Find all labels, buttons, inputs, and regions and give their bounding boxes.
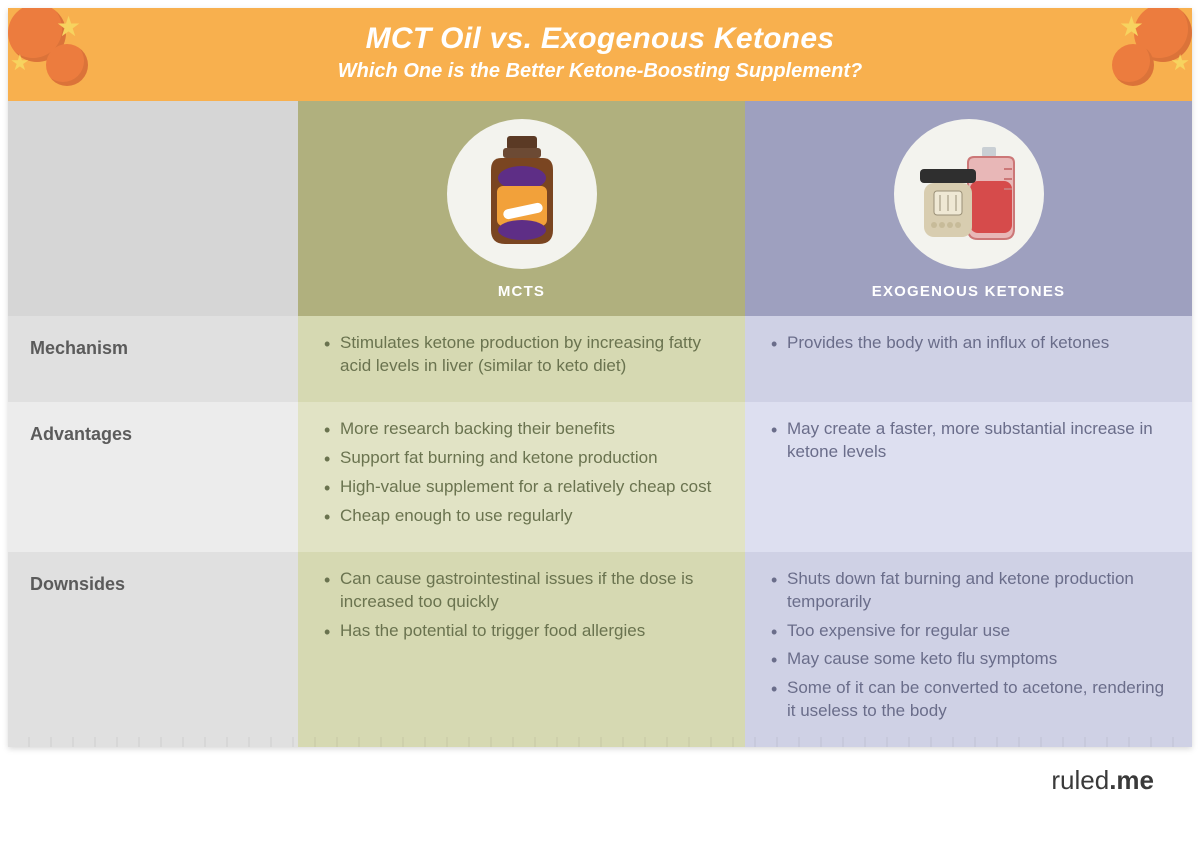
column-label-mcts: MCTS	[308, 283, 735, 300]
cell-advantages-ek: May create a faster, more substantial in…	[745, 402, 1192, 552]
list-item: May cause some keto flu symptoms	[771, 648, 1170, 671]
ek-icon-badge	[894, 119, 1044, 269]
cell-downsides-mcts: Can cause gastrointestinal issues if the…	[298, 552, 745, 748]
mcts-icon-badge	[447, 119, 597, 269]
page-title: MCT Oil vs. Exogenous Ketones	[8, 22, 1192, 56]
row-label-mechanism: Mechanism	[8, 316, 298, 402]
column-header-mcts: MCTS	[298, 101, 745, 316]
list-item: More research backing their benefits	[324, 418, 723, 441]
list-item: Cheap enough to use regularly	[324, 505, 723, 528]
list-item: May create a faster, more substantial in…	[771, 418, 1170, 464]
paper-panel: ★ ★ ★ ★ MCT Oil vs. Exogenous Ketones Wh…	[8, 8, 1192, 747]
list-item: Stimulates ketone production by increasi…	[324, 332, 723, 378]
brand-suffix: .me	[1109, 765, 1154, 795]
footer-attribution: ruled.me	[8, 747, 1192, 800]
comparison-table: MCTS	[8, 101, 1192, 747]
list-item: Support fat burning and ketone productio…	[324, 447, 723, 470]
cell-downsides-ek: Shuts down fat burning and ketone produc…	[745, 552, 1192, 748]
column-header-ek: EXOGENOUS KETONES	[745, 101, 1192, 316]
list-item: Shuts down fat burning and ketone produc…	[771, 568, 1170, 614]
header-decoration-left: ★ ★	[8, 8, 112, 94]
page-subtitle: Which One is the Better Ketone-Boosting …	[8, 60, 1192, 83]
row-label-downsides: Downsides	[8, 552, 298, 748]
list-item: Provides the body with an influx of keto…	[771, 332, 1170, 355]
jar-and-beaker-icon	[904, 139, 1034, 249]
cell-mechanism-mcts: Stimulates ketone production by increasi…	[298, 316, 745, 402]
cell-mechanism-ek: Provides the body with an influx of keto…	[745, 316, 1192, 402]
infographic-frame: ★ ★ ★ ★ MCT Oil vs. Exogenous Ketones Wh…	[0, 0, 1200, 850]
column-header-blank	[8, 101, 298, 316]
list-item: Too expensive for regular use	[771, 620, 1170, 643]
brand-prefix: ruled	[1051, 765, 1109, 795]
header-banner: ★ ★ ★ ★ MCT Oil vs. Exogenous Ketones Wh…	[8, 8, 1192, 101]
column-label-ek: EXOGENOUS KETONES	[755, 283, 1182, 300]
bottle-icon	[481, 134, 563, 254]
list-item: Some of it can be converted to acetone, …	[771, 677, 1170, 723]
header-decoration-right: ★ ★	[1088, 8, 1192, 94]
list-item: High-value supplement for a relatively c…	[324, 476, 723, 499]
list-item: Has the potential to trigger food allerg…	[324, 620, 723, 643]
list-item: Can cause gastrointestinal issues if the…	[324, 568, 723, 614]
row-label-advantages: Advantages	[8, 402, 298, 552]
cell-advantages-mcts: More research backing their benefits Sup…	[298, 402, 745, 552]
